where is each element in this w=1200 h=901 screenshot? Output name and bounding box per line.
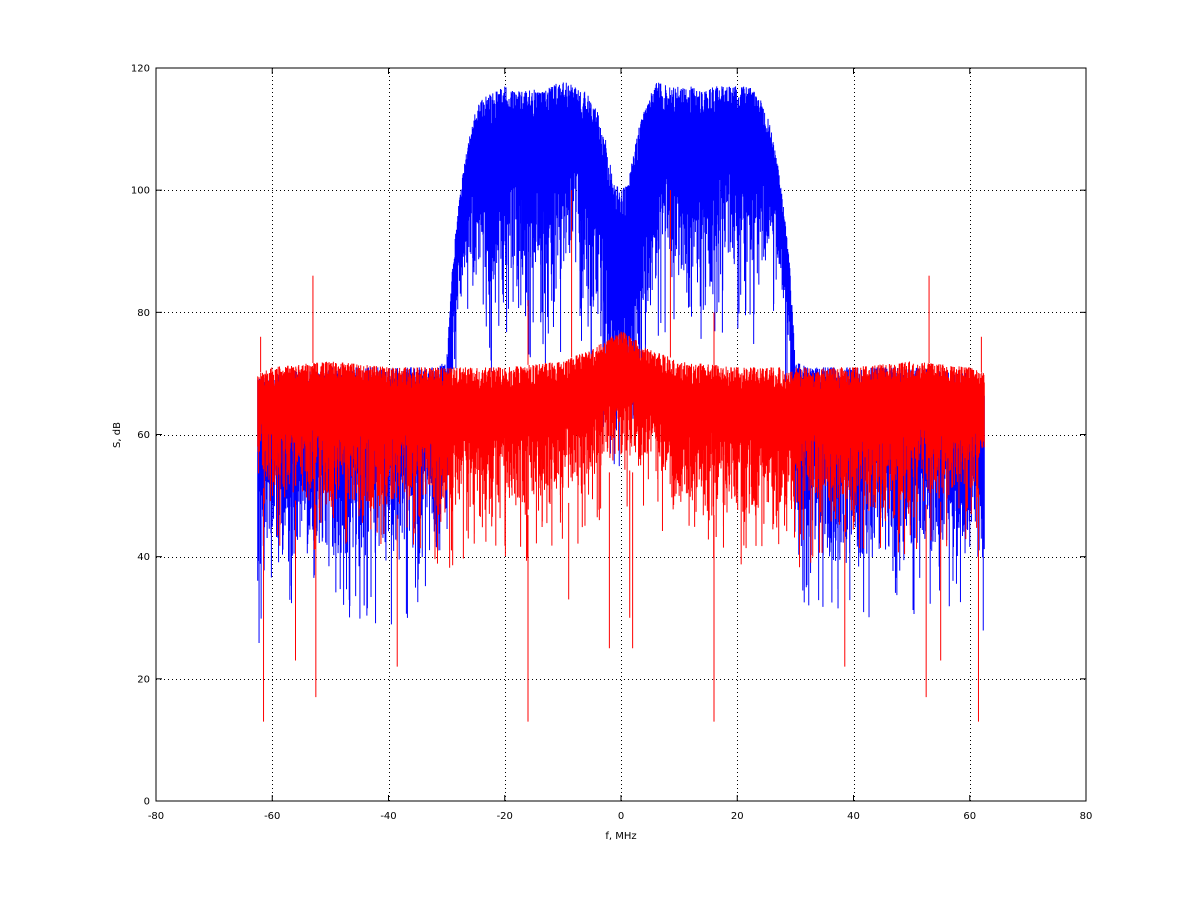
axis-ticks: -80 -60 -40 -20 0 20 40 60 80 0 20 40 60 80 100 120 [131,64,1092,823]
x-tick-label: 60 [963,811,976,822]
x-tick-label: -80 [148,811,164,822]
y-tick-label: 120 [131,64,150,75]
x-axis-label: f, MHz [605,831,636,842]
x-tick-label: 40 [847,811,860,822]
traces [257,82,985,722]
x-tick-label: -60 [264,811,280,822]
y-tick-label: 20 [137,674,150,685]
y-tick-label: 0 [144,797,150,808]
y-tick-label: 40 [137,552,150,563]
y-tick-label: 100 [131,186,150,197]
x-tick-label: -40 [380,811,396,822]
x-tick-label: -20 [497,811,513,822]
x-tick-label: 80 [1080,811,1093,822]
x-tick-label: 0 [618,811,624,822]
series-2-trace [257,331,985,568]
y-axis-label: S, dB [112,422,123,448]
x-tick-label: 20 [731,811,744,822]
y-tick-label: 80 [137,308,150,319]
y-tick-label: 60 [137,430,150,441]
